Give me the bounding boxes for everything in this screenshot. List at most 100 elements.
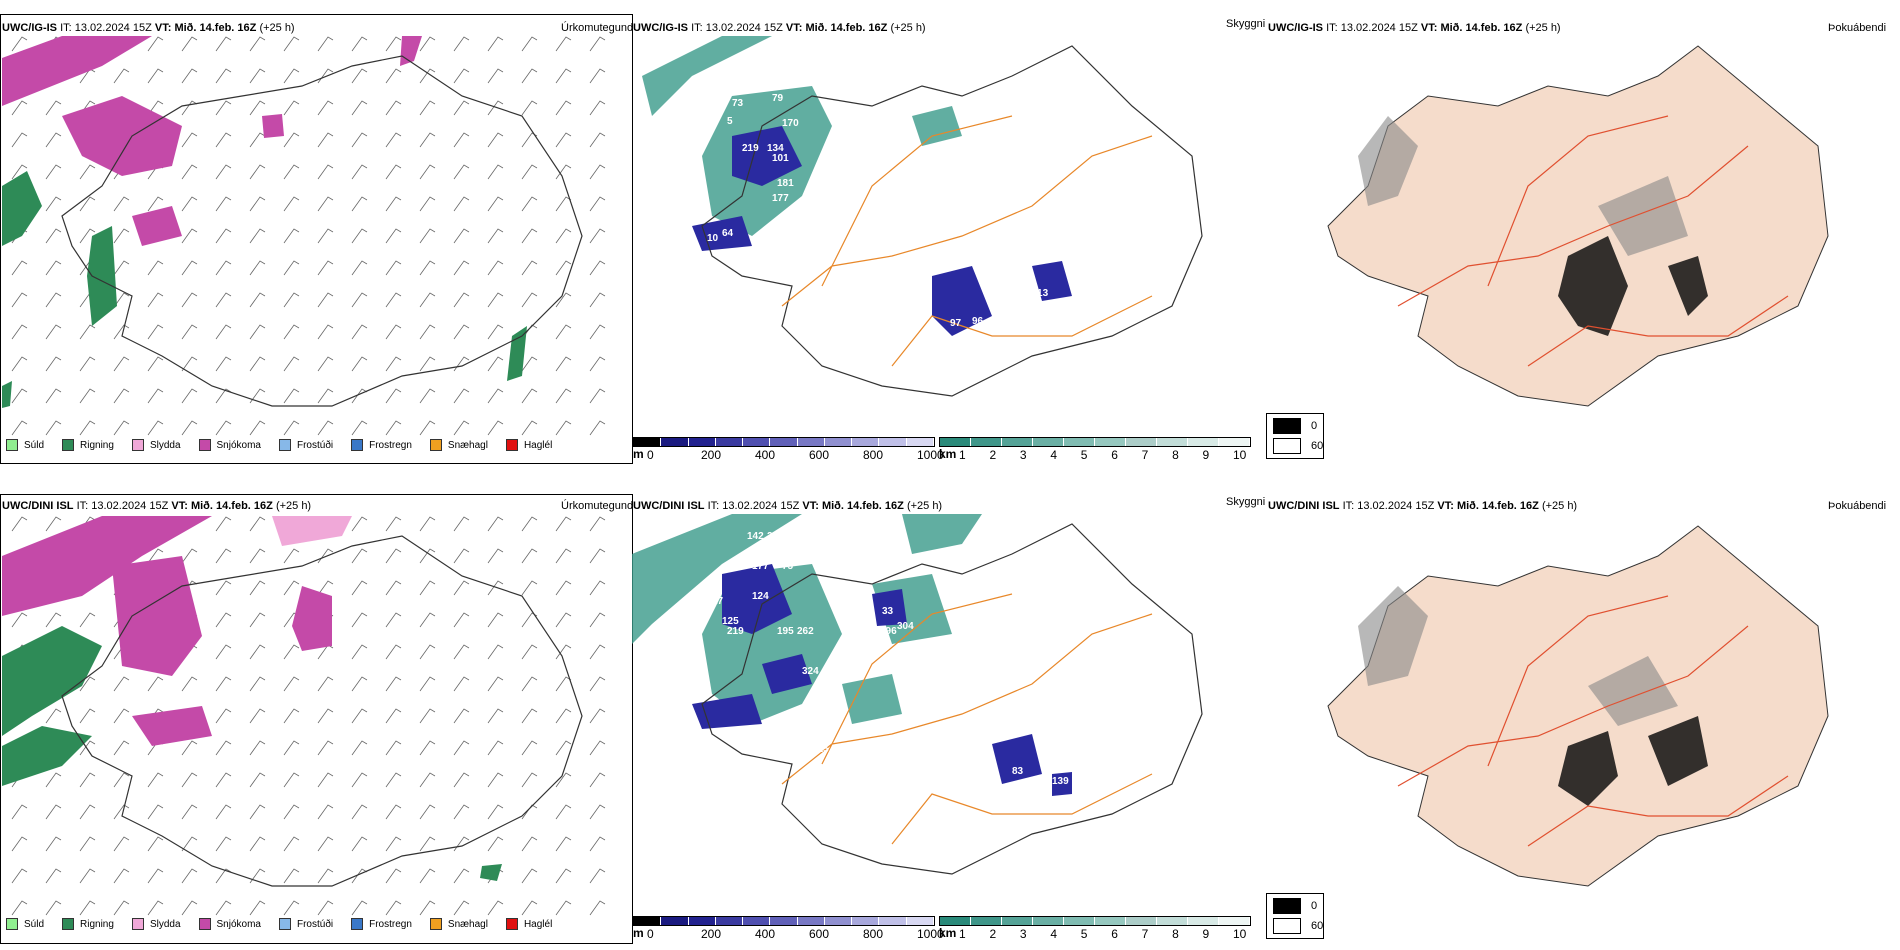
colorbar-tick: 800 (863, 448, 884, 462)
colorbar-segment (1188, 917, 1219, 925)
wind-barb (487, 644, 504, 660)
wind-barb (215, 388, 232, 404)
vis-header-1: UWC/IG-IS IT: 13.02.2024 15Z VT: Mið. 14… (633, 22, 926, 34)
wind-barb (351, 612, 368, 628)
wind-barb (419, 388, 436, 404)
wind-barb (521, 900, 538, 916)
wind-barb (453, 676, 470, 692)
wind-barb (589, 772, 606, 788)
wind-barb (589, 100, 606, 116)
colorbar-segment (1002, 438, 1033, 446)
colorbar-tick: 2 (989, 927, 997, 941)
colorbar-unit: km (939, 447, 957, 461)
wind-barb (521, 356, 538, 372)
vis-title-2: Skyggni (1226, 496, 1266, 508)
visibility-value-label: 10 (707, 233, 719, 244)
fog-legend-item: 0 (1273, 418, 1317, 434)
colorbar-tick: 400 (755, 448, 776, 462)
colorbar-segment (688, 438, 716, 446)
colorbar-tick: 7 (1141, 448, 1149, 462)
wind-barb (215, 292, 232, 308)
visibility-value-label: 33 (882, 606, 894, 617)
wind-barb (487, 228, 504, 244)
wind-barb (317, 772, 334, 788)
wind-barb (11, 516, 28, 532)
legend-item: Súld (6, 439, 44, 451)
wind-barb (181, 772, 198, 788)
fog-title-1: Þokuábendi (1828, 22, 1887, 34)
wind-barb (453, 132, 470, 148)
precip-map-2 (2, 516, 606, 916)
visibility-value-label: 111 (872, 268, 888, 279)
colorbar-segment (1033, 917, 1064, 925)
wind-barb (181, 836, 198, 852)
colorbar (633, 916, 935, 926)
visibility-value-label: 141 (802, 223, 819, 234)
wind-barb (181, 676, 198, 692)
wind-barb (487, 804, 504, 820)
wind-barb (385, 420, 402, 436)
wind-barb (283, 100, 300, 116)
wind-barb (487, 260, 504, 276)
wind-barb (555, 388, 572, 404)
wind-barb (589, 740, 606, 756)
visibility-value-label: 17 (712, 596, 724, 607)
wind-barb (11, 324, 28, 340)
legend-item: Frostregn (351, 439, 412, 451)
wind-barb (113, 868, 130, 884)
wind-barb (521, 772, 538, 788)
roads (781, 593, 1153, 845)
wind-barb (181, 804, 198, 820)
wind-barb (453, 324, 470, 340)
wind-barb (11, 356, 28, 372)
wind-barb (249, 804, 266, 820)
rain-area (2, 626, 502, 881)
wind-barb (555, 676, 572, 692)
wind-barb (521, 676, 538, 692)
visibility-value-label: 195 (777, 626, 794, 637)
wind-barb (589, 644, 606, 660)
wind-barb (45, 708, 62, 724)
fog-dark-area (1558, 716, 1708, 806)
legend-label: Haglél (523, 918, 553, 930)
wind-barb (317, 676, 334, 692)
wind-barb (419, 516, 436, 532)
wind-barb (181, 388, 198, 404)
roads (781, 115, 1153, 367)
visibility-value-label: 324 (802, 666, 819, 677)
wind-barb (419, 228, 436, 244)
wind-barb (113, 388, 130, 404)
wind-barb (589, 228, 606, 244)
fog-grey-area (1358, 116, 1688, 256)
colorbar-segment (797, 917, 825, 925)
wind-barb (351, 356, 368, 372)
vis-blue-area (692, 564, 1072, 796)
fog-map-1 (1327, 45, 1829, 407)
rain-area (2, 171, 527, 408)
wind-barb (283, 580, 300, 596)
wind-barb (45, 228, 62, 244)
wind-barb (385, 580, 402, 596)
wind-barb (283, 132, 300, 148)
wind-barb (45, 612, 62, 628)
wind-barb (453, 644, 470, 660)
wind-barb (521, 740, 538, 756)
wind-barb (11, 420, 28, 436)
precip-legend-1: Súld Rigning Slydda Snjókoma Frostúði Frostre… (6, 439, 552, 451)
wind-barb (487, 836, 504, 852)
wind-barb (555, 740, 572, 756)
visibility-value-label: 124 (752, 591, 769, 602)
colorbar-tick: 0 (647, 927, 654, 941)
wind-barb (521, 292, 538, 308)
wind-barb (487, 356, 504, 372)
wind-barb (113, 772, 130, 788)
colorbar-tick: 200 (701, 927, 722, 941)
wind-barb (453, 612, 470, 628)
wind-barb (11, 836, 28, 852)
wind-barb (589, 420, 606, 436)
wind-barb (589, 292, 606, 308)
wind-barb (215, 36, 232, 52)
wind-barb (147, 868, 164, 884)
wind-barb (249, 868, 266, 884)
snow-area (2, 36, 422, 246)
